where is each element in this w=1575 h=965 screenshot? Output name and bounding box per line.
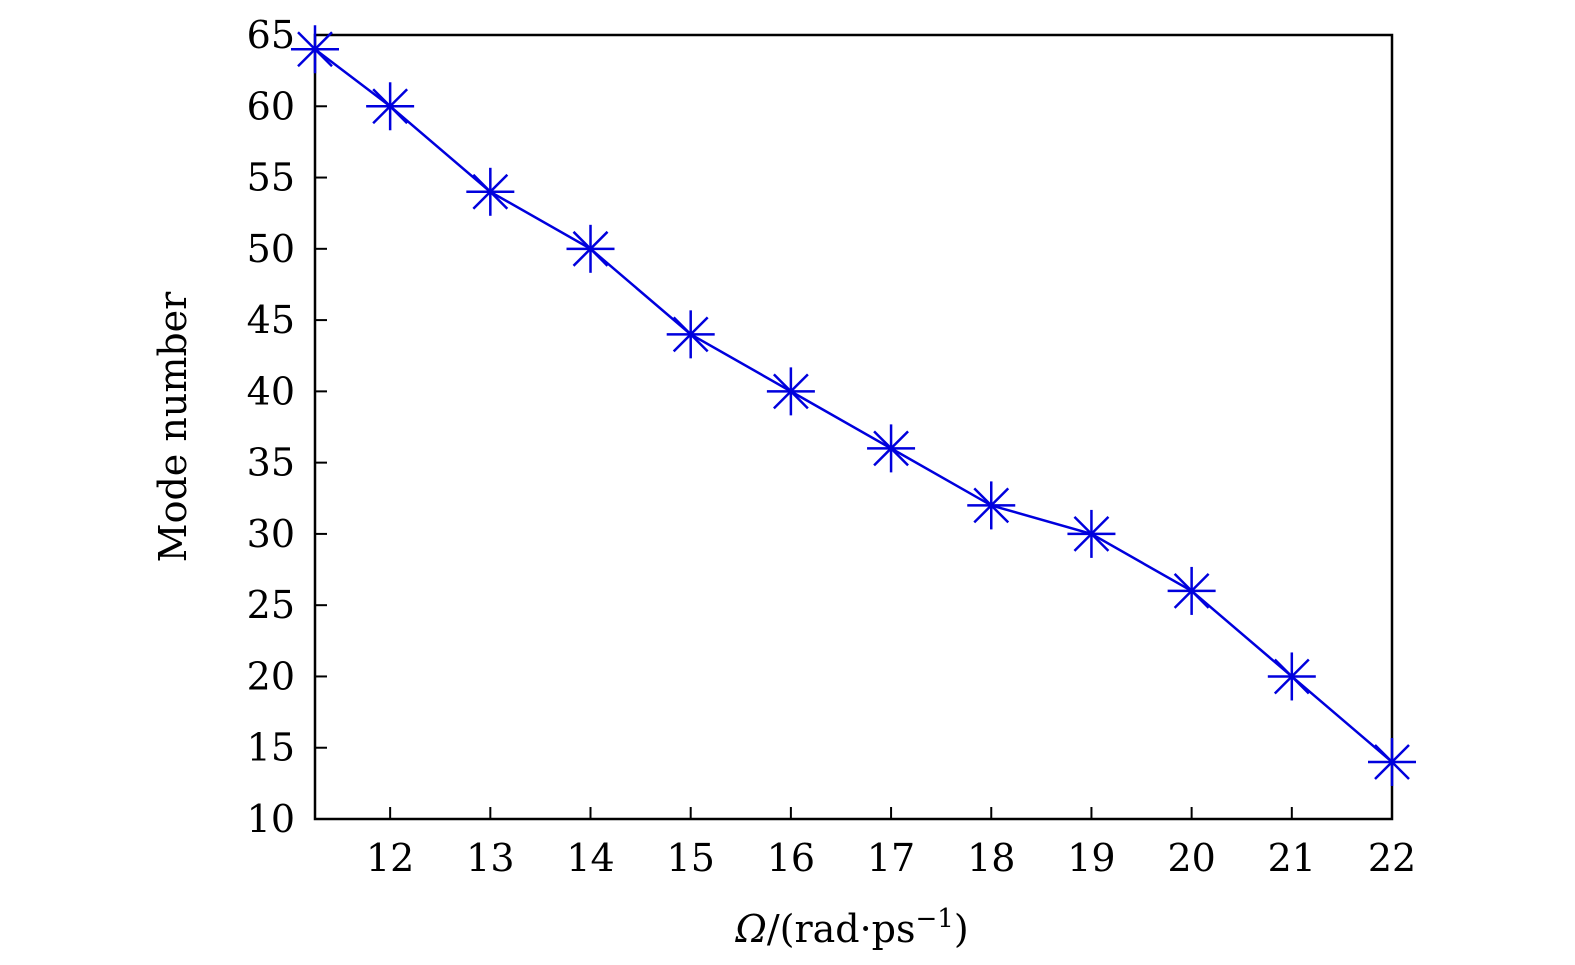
y-tick-label: 60: [247, 84, 295, 128]
x-tick-label: 19: [1067, 836, 1115, 880]
data-point-marker: [366, 82, 415, 131]
y-tick-label: 30: [247, 512, 295, 556]
data-point-marker: [291, 25, 339, 74]
data-point-marker: [1167, 566, 1216, 615]
data-point-marker: [1067, 509, 1116, 558]
y-tick-label: 55: [247, 156, 295, 200]
y-tick-label: 20: [247, 654, 295, 698]
data-point-marker: [466, 167, 515, 216]
x-tick-label: 13: [466, 836, 514, 880]
y-tick-label: 40: [247, 369, 295, 413]
x-axis-label-unit: /(rad·ps: [767, 907, 916, 951]
data-point-marker: [766, 367, 815, 416]
y-tick-label: 45: [247, 298, 295, 342]
data-point-marker: [967, 481, 1016, 530]
x-tick-label: 16: [767, 836, 815, 880]
y-axis-ticks: 10 15 20 25 30 35 40 45 50 55 60 65: [247, 13, 327, 841]
x-tick-label: 17: [867, 836, 915, 880]
plot-frame: [313, 33, 1394, 821]
x-axis-label-exponent: −1: [916, 904, 954, 934]
series-line: [314, 48, 1393, 763]
data-point-marker: [1368, 737, 1416, 786]
x-tick-label: 14: [566, 836, 614, 880]
x-axis-ticks: 12 13 14 15 16 17 18 19 20 21 22: [366, 807, 1416, 880]
x-tick-label: 18: [967, 836, 1015, 880]
x-tick-label: 21: [1268, 836, 1316, 880]
data-point-marker: [867, 424, 916, 473]
y-tick-label: 10: [247, 797, 295, 841]
y-tick-label: 25: [247, 583, 295, 627]
data-point-marker: [566, 224, 615, 273]
x-axis-label: Ω/(rad·ps−1): [734, 904, 968, 951]
data-point-marker: [666, 310, 715, 359]
series-layer: [291, 25, 1416, 786]
x-axis-label-symbol: Ω: [734, 907, 767, 951]
data-point-marker: [1267, 652, 1316, 701]
x-tick-label: 22: [1368, 836, 1416, 880]
x-tick-label: 15: [667, 836, 715, 880]
y-tick-label: 35: [247, 441, 295, 485]
y-tick-label: 15: [247, 726, 295, 770]
x-axis-label-close: ): [954, 907, 969, 951]
x-tick-label: 12: [366, 836, 414, 880]
y-axis-label: Mode number: [151, 291, 195, 562]
x-tick-label: 20: [1167, 836, 1215, 880]
y-tick-label: 65: [247, 13, 295, 57]
y-tick-label: 50: [247, 227, 295, 271]
